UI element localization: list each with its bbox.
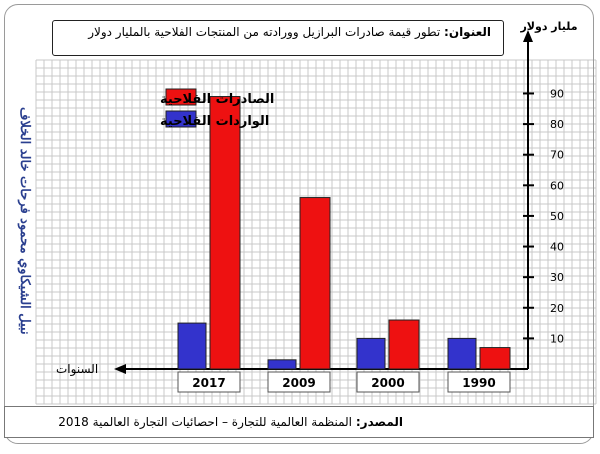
x-axis-title: السنوات (56, 362, 99, 376)
category-label: 2000 (371, 376, 404, 390)
y-tick-label: 80 (550, 118, 564, 131)
category-label-box (267, 371, 331, 393)
source-text: المنظمة العالمية للتجارة – احصائيات التج… (58, 415, 353, 429)
legend-label-exports: الصادرات الفلاحية (160, 92, 274, 107)
legend-swatch-imports (165, 110, 197, 128)
category-label-box (447, 371, 511, 393)
legend-swatch-exports (165, 88, 197, 106)
exports-bar (479, 347, 511, 370)
y-tick-label: 10 (550, 332, 564, 345)
category-label-box (356, 371, 420, 393)
y-axis-unit-label: مليار دولار (520, 20, 578, 33)
title-label: العنوان: (444, 25, 491, 39)
outer-frame (4, 4, 594, 444)
y-tick-label: 20 (550, 302, 564, 315)
category-label: 1990 (462, 376, 495, 390)
imports-bar (447, 337, 477, 370)
imports-bar (267, 359, 297, 370)
exports-bar (299, 197, 331, 370)
y-tick-label: 50 (550, 210, 564, 223)
legend-label-imports: الواردات الفلاحية (160, 114, 269, 129)
imports-bar (356, 337, 386, 370)
y-tick-label: 70 (550, 149, 564, 162)
category-label: 2017 (192, 376, 225, 390)
exports-bar (209, 96, 241, 370)
source-box: المصدر: المنظمة العالمية للتجارة – احصائ… (4, 406, 594, 438)
y-tick-label: 40 (550, 241, 564, 254)
y-tick-label: 30 (550, 271, 564, 284)
x-axis-arrow-icon (114, 364, 126, 374)
source-label: المصدر: (355, 415, 403, 429)
category-label: 2009 (282, 376, 315, 390)
chart-title: تطور قيمة صادرات البرازيل وورادته من الم… (88, 25, 441, 39)
y-axis-arrow-icon (523, 30, 533, 42)
imports-bar (177, 322, 207, 370)
y-tick-label: 90 (550, 87, 564, 100)
category-label-box (177, 371, 241, 393)
exports-bar (388, 319, 420, 370)
side-credit-text: نبيل الشيكاوي محمود فرحات خالد الخلاف (17, 107, 32, 335)
chart-title-box: العنوان: تطور قيمة صادرات البرازيل ووراد… (52, 20, 504, 56)
y-tick-label: 60 (550, 179, 564, 192)
